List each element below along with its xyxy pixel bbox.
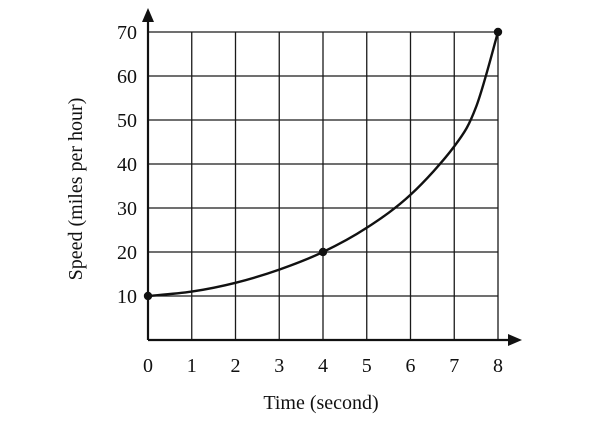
x-tick-label-8: 8 [493, 355, 503, 377]
y-tick-label-70: 70 [117, 22, 137, 44]
y-axis-title: Speed (miles per hour) [65, 98, 87, 281]
y-tick-label-10: 10 [117, 286, 137, 308]
x-tick-label-1: 1 [187, 355, 197, 377]
y-axis-arrow [142, 8, 154, 22]
grid [148, 31, 499, 340]
x-tick-label-5: 5 [362, 355, 372, 377]
x-tick-label-6: 6 [406, 355, 416, 377]
series [146, 30, 500, 298]
marked-point-2 [493, 27, 503, 37]
y-tick-label-40: 40 [117, 154, 137, 176]
axes [142, 8, 522, 346]
x-tick-labels: 0 1 2 3 4 5 6 7 8 [143, 355, 503, 377]
x-tick-label-0: 0 [143, 355, 153, 377]
y-tick-label-60: 60 [117, 66, 137, 88]
x-tick-label-2: 2 [231, 355, 241, 377]
x-tick-label-3: 3 [274, 355, 284, 377]
marked-points [143, 27, 503, 301]
x-tick-label-7: 7 [449, 355, 459, 377]
x-tick-label-4: 4 [318, 355, 328, 377]
speed-curve [146, 30, 500, 298]
y-tick-label-50: 50 [117, 110, 137, 132]
y-tick-labels: 10 20 30 40 50 60 70 [117, 22, 137, 308]
x-axis-arrow [508, 334, 522, 346]
marked-point-0 [143, 291, 153, 301]
y-tick-label-20: 20 [117, 242, 137, 264]
x-axis-title: Time (second) [263, 392, 378, 414]
y-tick-label-30: 30 [117, 198, 137, 220]
marked-point-1 [318, 247, 328, 257]
